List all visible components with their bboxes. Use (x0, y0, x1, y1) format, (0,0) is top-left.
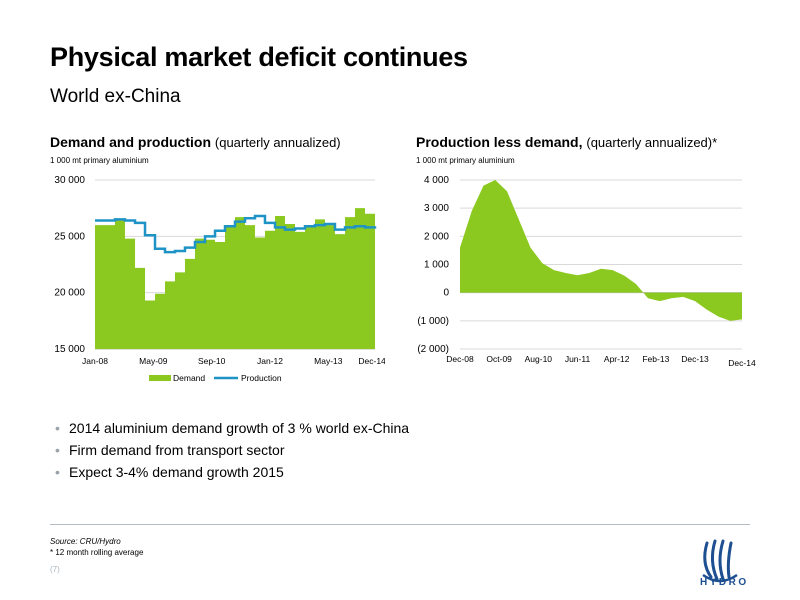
right-chart-x-axis: Dec-08 Oct-09 Aug-10 Jun-11 Apr-12 Feb-13 Dec-… (446, 354, 756, 368)
bullet-item: • Expect 3-4% demand growth 2015 (55, 461, 409, 483)
x-tick-label: Dec-14 (728, 358, 756, 368)
hydro-logo-icon (702, 539, 738, 583)
x-tick-label: Oct-09 (486, 354, 512, 364)
right-chart-title-note: (quarterly annualized)* (586, 135, 718, 150)
right-chart-y-axis: (2 000) (1 000) 0 1 000 2 000 3 000 4 000 (417, 175, 449, 355)
x-tick-label: Aug-10 (525, 354, 553, 364)
x-tick-label: Sep-10 (198, 356, 226, 366)
bullet-item: • 2014 aluminium demand growth of 3 % wor… (55, 417, 409, 439)
x-tick-label: Apr-12 (604, 354, 630, 364)
left-chart-title: Demand and production (quarterly annuali… (50, 134, 341, 150)
left-chart-x-axis: Jan-08 May-09 Sep-10 Jan-12 May-13 Dec-14 (82, 356, 385, 366)
x-tick-label: Jan-12 (257, 356, 283, 366)
y-tick-label: 15 000 (54, 344, 85, 355)
y-tick-label: (2 000) (417, 344, 449, 355)
right-chart-unit: 1 000 mt primary aluminium (416, 156, 515, 165)
balance-area-series (460, 180, 742, 321)
page-title: Physical market deficit continues (50, 42, 468, 72)
hydro-logo-text: HYDRO (700, 577, 749, 588)
legend-demand-swatch (149, 375, 171, 381)
x-tick-label: Dec-13 (681, 354, 709, 364)
x-tick-label: Dec-08 (446, 354, 474, 364)
left-chart-unit: 1 000 mt primary aluminium (50, 156, 149, 165)
bullet-item: • Firm demand from transport sector (55, 439, 409, 461)
page-subtitle: World ex-China (50, 86, 181, 107)
bullet-dot: • (55, 464, 60, 480)
y-tick-label: (1 000) (417, 316, 449, 327)
page-number: (7) (50, 565, 60, 574)
left-chart-y-axis: 15 000 20 000 25 000 30 000 (54, 175, 85, 355)
footnote: * 12 month rolling average (50, 548, 144, 557)
left-chart-title-note: (quarterly annualized) (214, 135, 341, 150)
bullet-text: Expect 3-4% demand growth 2015 (69, 464, 284, 480)
x-tick-label: Jun-11 (565, 354, 591, 364)
x-tick-label: May-13 (314, 356, 343, 366)
x-tick-label: Feb-13 (642, 354, 669, 364)
legend-demand-label: Demand (173, 373, 205, 383)
legend-production-label: Production (241, 373, 282, 383)
production-line-series (95, 214, 377, 254)
y-tick-label: 25 000 (54, 231, 85, 242)
footer-divider (50, 524, 750, 525)
x-tick-label: Jan-08 (82, 356, 108, 366)
balance-area (460, 180, 742, 321)
bullet-text: Firm demand from transport sector (69, 442, 285, 458)
demand-production-chart: 15 000 20 000 25 000 30 000 Jan-08 May-09 Sep… (54, 175, 385, 383)
y-tick-label: 20 000 (54, 288, 85, 299)
bullet-text: 2014 aluminium demand growth of 3 % worl… (69, 420, 410, 436)
demand-area-series (95, 208, 375, 349)
y-tick-label: 1 000 (424, 260, 449, 271)
x-tick-label: Dec-14 (358, 356, 385, 366)
left-chart-legend: Demand Production (149, 373, 282, 383)
x-tick-label: May-09 (139, 356, 168, 366)
y-tick-label: 3 000 (424, 203, 449, 214)
production-less-demand-chart: (2 000) (1 000) 0 1 000 2 000 3 000 4 000 Dec-… (417, 175, 756, 368)
production-line (95, 214, 377, 254)
right-chart-title-main: Production less demand, (416, 134, 583, 150)
y-tick-label: 4 000 (424, 175, 449, 186)
bullet-dot: • (55, 442, 60, 458)
left-chart-title-main: Demand and production (50, 134, 211, 150)
bullet-dot: • (55, 420, 60, 436)
y-tick-label: 30 000 (54, 175, 85, 186)
y-tick-label: 0 (443, 288, 449, 299)
key-points-list: • 2014 aluminium demand growth of 3 % wor… (55, 417, 409, 483)
right-chart-title: Production less demand, (quarterly annua… (416, 134, 717, 150)
source-note: Source: CRU/Hydro (50, 537, 121, 546)
y-tick-label: 2 000 (424, 231, 449, 242)
demand-area (95, 208, 375, 349)
